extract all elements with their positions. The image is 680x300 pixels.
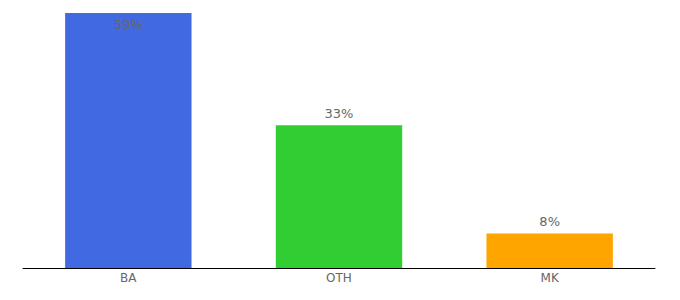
svg-text:8%: 8%: [539, 214, 560, 229]
svg-text:OTH: OTH: [326, 271, 352, 285]
svg-text:BA: BA: [120, 271, 137, 285]
svg-text:MK: MK: [541, 271, 560, 285]
svg-text:33%: 33%: [325, 106, 354, 121]
svg-text:59%: 59%: [114, 17, 143, 32]
